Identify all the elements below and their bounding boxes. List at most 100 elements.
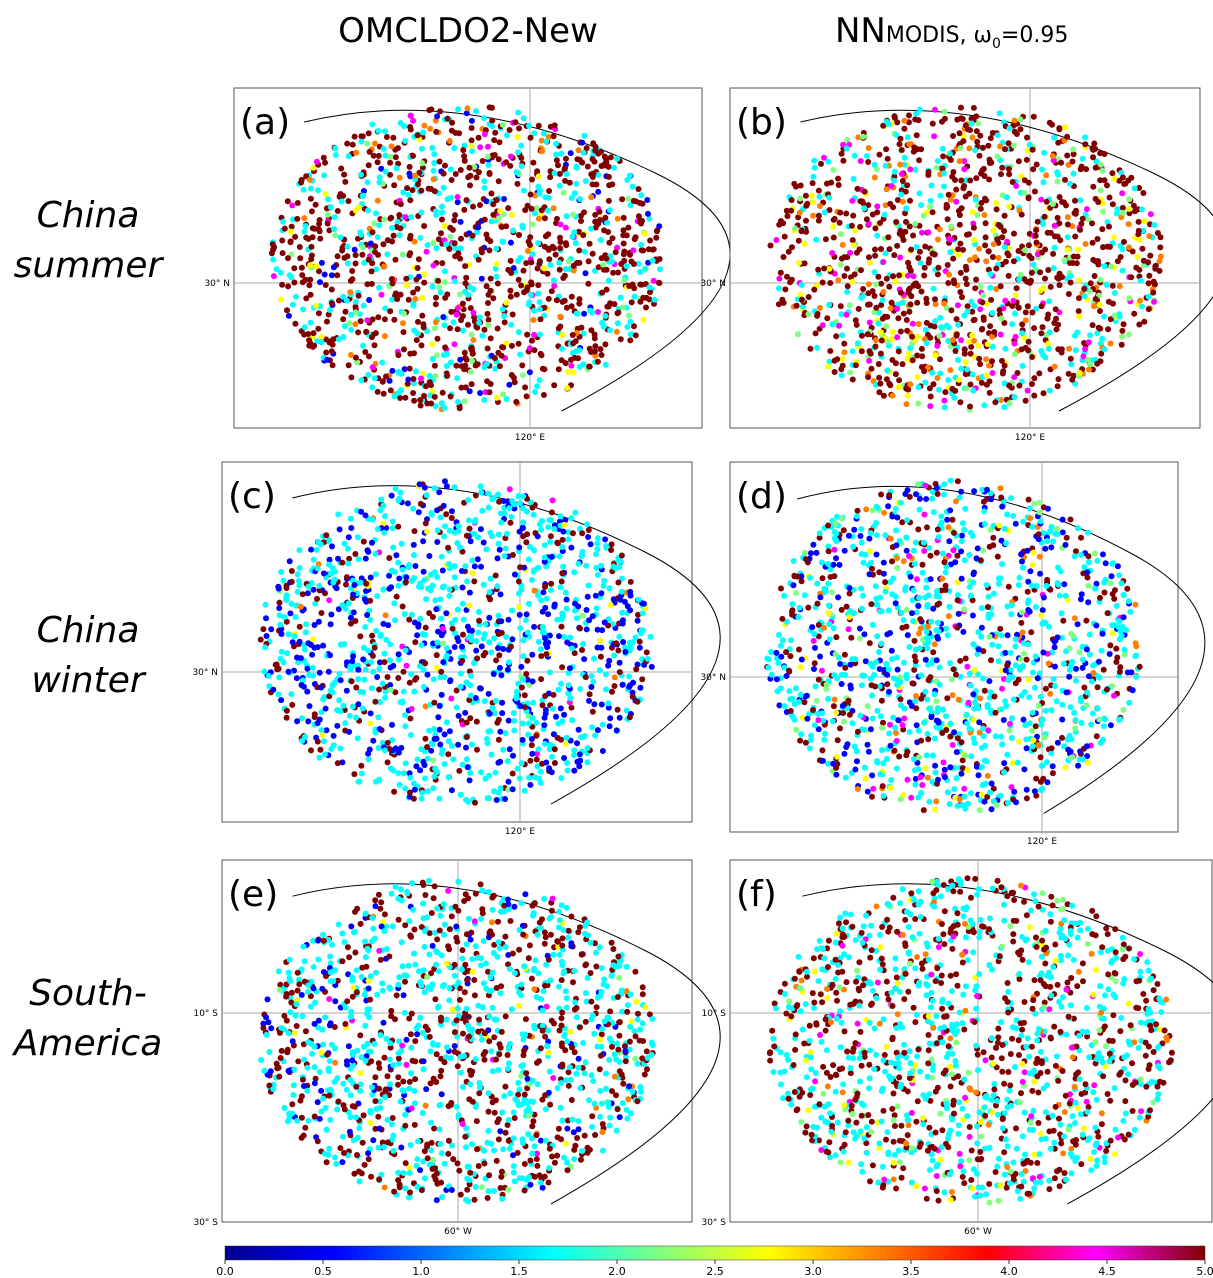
retrieval-dot [969,371,976,378]
retrieval-dot [1124,585,1131,592]
retrieval-dot [352,298,359,305]
retrieval-dot [1136,185,1143,191]
retrieval-dot [334,722,341,729]
retrieval-dot [827,348,834,354]
retrieval-dot [876,374,883,381]
retrieval-dot [428,747,435,754]
retrieval-dot [387,387,394,394]
retrieval-dot [629,693,636,700]
retrieval-dot [511,717,518,724]
retrieval-dot [968,343,975,350]
retrieval-dot [570,530,576,537]
retrieval-dot [442,478,448,485]
retrieval-dot [445,738,452,745]
retrieval-dot [285,312,292,319]
retrieval-dot [984,341,991,348]
retrieval-dot [1009,179,1016,185]
retrieval-dot [568,293,575,300]
retrieval-dot [421,122,428,129]
retrieval-dot [641,230,648,237]
retrieval-dot [393,552,400,559]
retrieval-dot [952,177,958,183]
retrieval-dot [435,714,442,721]
retrieval-dot [1126,244,1132,251]
retrieval-dot [962,359,969,366]
retrieval-dot [460,147,467,154]
retrieval-dot [1017,116,1024,123]
retrieval-dot [1137,297,1144,304]
retrieval-dot [1039,785,1046,792]
retrieval-dot [830,234,837,241]
retrieval-dot [1080,353,1087,360]
retrieval-dot [479,332,486,339]
retrieval-dot [436,158,443,165]
retrieval-dot [360,656,367,663]
retrieval-dot [927,322,934,329]
retrieval-dot [984,793,991,800]
retrieval-dot [878,302,885,308]
retrieval-dot [993,265,1000,272]
retrieval-dot [609,235,616,242]
retrieval-dot [364,179,371,186]
retrieval-dot [1117,254,1124,260]
retrieval-dot [334,253,341,260]
retrieval-dot [858,348,865,355]
retrieval-dot [391,316,398,323]
retrieval-dot [530,159,537,166]
retrieval-dot [460,631,466,638]
retrieval-dot [905,350,912,357]
retrieval-dot [838,372,845,379]
retrieval-dot [459,584,466,591]
retrieval-dot [464,105,471,112]
retrieval-dot [478,769,484,776]
retrieval-dot [830,223,837,230]
retrieval-dot [506,486,513,493]
retrieval-dot [1120,706,1127,713]
retrieval-dot [391,393,398,400]
retrieval-dot [593,564,600,571]
retrieval-dot [442,162,448,169]
retrieval-dot [946,150,953,157]
retrieval-dot [941,481,948,488]
retrieval-dot [407,715,414,722]
retrieval-dot [1020,564,1026,571]
retrieval-dot [997,331,1004,338]
retrieval-dot [894,197,901,203]
retrieval-dot [1046,298,1053,305]
retrieval-dot [325,311,332,318]
retrieval-dot [875,320,882,327]
retrieval-dot [318,684,325,691]
retrieval-dot [646,284,653,291]
retrieval-dot [326,227,333,234]
retrieval-dot [1077,226,1084,233]
retrieval-dot [967,381,974,388]
retrieval-dot [821,736,828,743]
retrieval-dot [272,661,279,668]
retrieval-dot [1108,263,1115,270]
retrieval-dot [878,280,885,287]
retrieval-dot [555,366,562,373]
retrieval-dot [627,644,634,651]
retrieval-dot [311,644,318,651]
retrieval-dot [879,297,886,303]
retrieval-dot [523,611,530,618]
retrieval-dot [879,315,886,322]
retrieval-dot [1005,140,1012,147]
retrieval-dot [263,615,269,622]
retrieval-dot [797,664,804,671]
retrieval-dot [1022,397,1029,404]
retrieval-dot [647,633,654,640]
retrieval-dot [380,145,387,152]
retrieval-dot [335,606,342,613]
retrieval-dot [474,746,480,753]
retrieval-dot [1113,210,1120,217]
retrieval-dot [478,246,485,253]
retrieval-dot [987,323,994,330]
retrieval-dot [567,634,574,641]
retrieval-dot [568,362,575,369]
retrieval-dot [883,660,890,667]
retrieval-dot [439,203,445,210]
retrieval-dot [1141,218,1148,225]
retrieval-dot [537,331,543,338]
retrieval-dot [504,666,511,673]
